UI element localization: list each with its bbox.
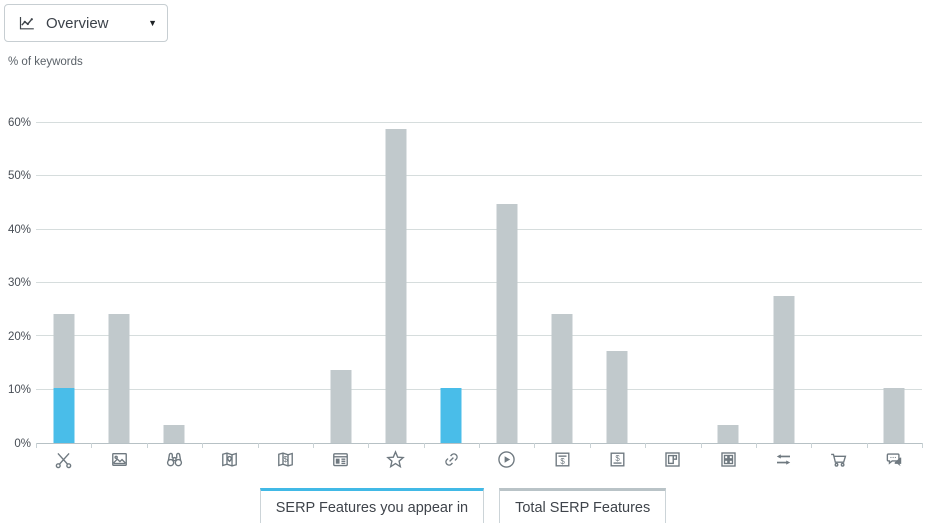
x-axis-tick	[922, 443, 923, 448]
x-axis-tick	[645, 443, 647, 448]
serp-features-bar-chart: 0% 10% 20% 30% 40% 50% 60%	[0, 117, 926, 450]
bar-column-panel-layout	[645, 123, 700, 443]
total-serp-bar	[163, 424, 185, 443]
total-serp-bar	[773, 295, 795, 443]
x-axis-tick	[534, 443, 536, 448]
total-serp-bar	[551, 313, 573, 443]
plot-area	[36, 122, 923, 448]
x-axis-tick	[866, 443, 868, 448]
bar-column-video-play	[479, 123, 534, 443]
star-icon	[368, 445, 423, 470]
swap-arrows-icon	[756, 445, 811, 470]
shopping-cart-icon	[811, 445, 866, 470]
chevron-down-icon: ▼	[148, 18, 157, 28]
total-serp-bar	[385, 129, 407, 443]
bar-column-grid-window	[701, 123, 756, 443]
gridline	[36, 122, 922, 123]
dropdown-selected-label: Overview	[46, 14, 109, 32]
bar-column-map-pin	[202, 123, 257, 443]
bar-column-ad-dollar-bottom	[590, 123, 645, 443]
legend-toggle-total[interactable]: Total SERP Features	[499, 488, 667, 523]
grid-window-icon	[701, 445, 756, 470]
x-axis-tick	[91, 443, 93, 448]
x-axis-tick	[312, 443, 314, 448]
map-dollar-pin-icon	[258, 445, 313, 470]
gridline	[36, 175, 922, 177]
bar-column-binoculars	[147, 123, 202, 443]
gridline	[36, 335, 922, 337]
bar-column-link	[424, 123, 479, 443]
x-axis-tick	[700, 443, 702, 448]
total-serp-bar	[496, 203, 518, 443]
panel-layout-icon	[645, 445, 700, 470]
gridline	[36, 388, 922, 390]
appear-in-serp-bar	[440, 387, 462, 443]
bar-column-star	[368, 123, 423, 443]
x-axis-tick	[423, 443, 425, 448]
y-tick-label: 60%	[7, 116, 31, 129]
image-pack-icon	[91, 445, 146, 470]
x-axis-feature-icons	[36, 445, 922, 470]
total-serp-bar	[883, 387, 905, 443]
report-type-dropdown[interactable]: Overview ▼	[4, 4, 168, 42]
scissors-icon	[36, 445, 91, 470]
y-tick-label: 20%	[7, 330, 31, 343]
y-tick-label: 30%	[7, 277, 31, 289]
x-axis-tick	[202, 443, 204, 448]
total-serp-bar	[108, 313, 130, 443]
y-tick-label: 10%	[7, 384, 31, 397]
y-axis-unit-label: % of keywords	[8, 56, 83, 68]
y-tick-label: 40%	[7, 223, 31, 236]
appear-in-serp-bar	[53, 387, 75, 443]
y-tick-label: 0%	[14, 437, 31, 450]
total-serp-bar	[717, 424, 739, 443]
bar-column-newspaper	[313, 123, 368, 443]
bar-column-chat-bubbles	[867, 123, 922, 443]
x-axis-tick	[257, 443, 259, 448]
gridline	[36, 228, 922, 230]
chart-legend: SERP Features you appear in Total SERP F…	[0, 488, 926, 523]
bar-column-ad-dollar-top	[534, 123, 589, 443]
video-play-icon	[479, 445, 534, 470]
x-axis-tick	[146, 443, 148, 448]
gridline	[36, 282, 922, 283]
total-serp-bar	[330, 370, 352, 443]
x-axis-tick	[368, 443, 370, 448]
bar-column-scissors	[36, 123, 91, 443]
x-axis-tick	[755, 443, 757, 448]
total-serp-bar	[606, 351, 628, 443]
y-tick-label: 50%	[7, 170, 31, 182]
chat-bubbles-icon	[867, 445, 922, 470]
bar-column-map-dollar-pin	[258, 123, 313, 443]
link-icon	[424, 445, 479, 470]
ad-dollar-top-icon	[534, 445, 589, 470]
x-axis-tick	[589, 443, 591, 448]
newspaper-icon	[313, 445, 368, 470]
x-axis-tick	[36, 443, 37, 448]
binoculars-icon	[147, 445, 202, 470]
x-axis-tick	[811, 443, 813, 448]
bar-column-shopping-cart	[811, 123, 866, 443]
legend-toggle-appear-in[interactable]: SERP Features you appear in	[259, 488, 485, 523]
trend-chart-icon	[17, 13, 37, 33]
bar-column-swap-arrows	[756, 123, 811, 443]
bar-column-image-pack	[91, 123, 146, 443]
x-axis-tick	[479, 443, 480, 448]
map-pin-icon	[202, 445, 257, 470]
ad-dollar-bottom-icon	[590, 445, 645, 470]
